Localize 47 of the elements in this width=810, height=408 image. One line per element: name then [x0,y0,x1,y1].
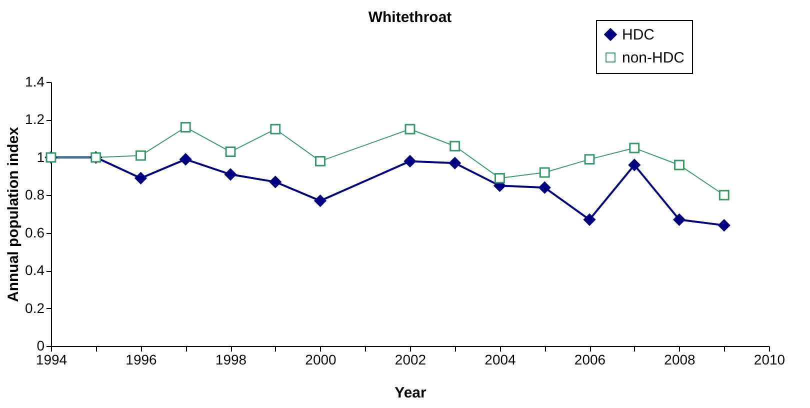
point [718,219,730,232]
x-tick-label: 1996 [126,352,158,368]
chart-title: Whitethroat [368,9,452,26]
point [448,157,461,170]
x-tick-label: 2010 [754,352,786,368]
y-tick-label: 0.2 [25,300,45,316]
x-tick-label: 2004 [484,352,516,368]
y-tick-label: 1 [36,148,45,165]
point [584,154,595,165]
point [270,124,281,134]
x-tick-label: 2002 [394,352,426,368]
point [674,160,684,170]
point [225,146,236,157]
y-tick-label: 0.6 [25,224,45,240]
x-tick-label: 2000 [305,352,337,368]
point [136,150,146,161]
x-tick-label: 1994 [36,352,68,368]
point [629,142,640,154]
point [134,172,147,184]
point [584,214,596,226]
point [718,190,730,200]
point [539,167,550,178]
point [673,214,686,226]
point [180,122,191,132]
legend-label: HDC [622,26,655,44]
y-tick-label: 1.4 [25,74,45,90]
x-tick-label: 2006 [574,352,606,368]
point [628,158,640,171]
point [315,156,326,166]
y-tick-label: 0 [36,338,45,354]
x-axis-title: Year [394,384,427,402]
point [404,155,416,168]
y-tick-label: 1.2 [25,111,45,128]
x-tick-label: 1998 [215,352,247,368]
point [538,182,551,194]
y-tick-label: 0.8 [25,186,45,203]
point [450,140,460,152]
point [269,176,282,188]
y-tick-label: 0.4 [25,262,45,278]
point [180,153,192,166]
x-tick-label: 2008 [664,352,696,368]
point [314,194,326,207]
point [224,168,236,180]
point [404,124,416,134]
point [494,172,505,184]
y-axis-title: Annual population index [5,126,22,302]
legend-label: non-HDC [622,50,685,66]
